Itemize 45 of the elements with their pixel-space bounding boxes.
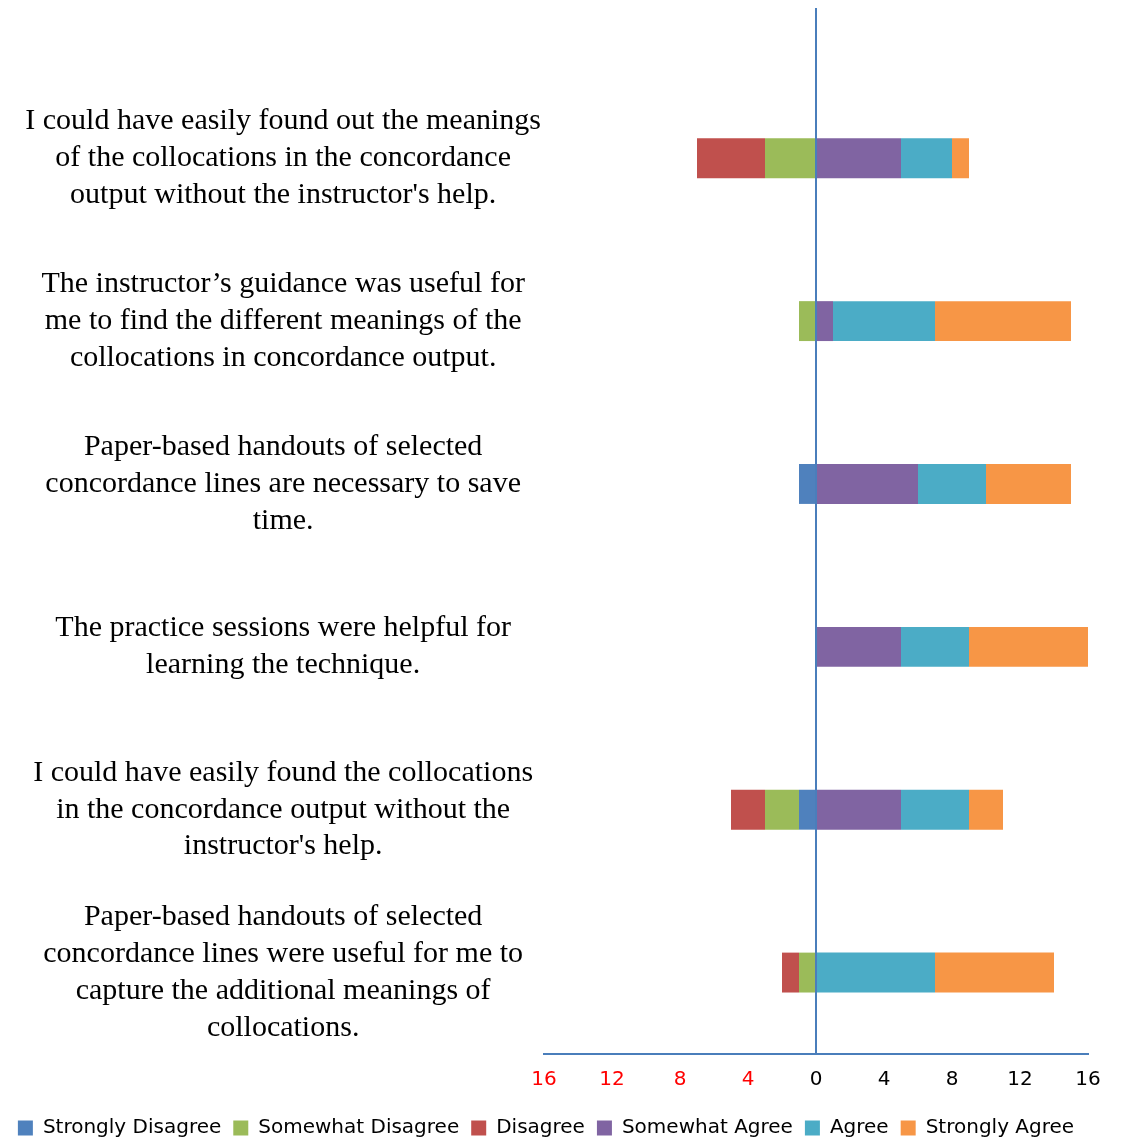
- bar: [986, 464, 1071, 504]
- y-tick-label: I could have easily found out the meanings of the collocations in the concordance output without the instructor's help.: [25, 102, 541, 210]
- x-tick-label: 8: [673, 1066, 687, 1091]
- bar: [816, 138, 901, 179]
- x-tick-label: 16: [1075, 1066, 1101, 1091]
- bar: [901, 626, 969, 667]
- legend-label: Disagree: [496, 1114, 585, 1139]
- bar: [918, 464, 986, 504]
- bar: [816, 626, 901, 667]
- bar: [731, 789, 765, 830]
- x-tick-label: 8: [945, 1066, 959, 1091]
- bar: [969, 789, 1003, 830]
- legend-label: Strongly Disagree: [42, 1114, 222, 1139]
- bar: [901, 789, 969, 830]
- y-tick-label: I could have easily found the collocations in the concordance output without the instructor's help.: [33, 753, 534, 861]
- x-tick-label: 12: [1007, 1066, 1033, 1091]
- x-tick-label: 0: [809, 1066, 823, 1091]
- x-tick-label: 4: [877, 1066, 891, 1091]
- bar: [952, 138, 969, 179]
- bar: [969, 626, 1088, 667]
- bar: [816, 301, 833, 342]
- legend-label: Strongly Agree: [925, 1114, 1075, 1139]
- bar: [765, 789, 799, 830]
- bar: [816, 952, 935, 993]
- legend-label: Agree: [829, 1114, 889, 1139]
- bar: [935, 301, 1071, 342]
- bar: [935, 952, 1054, 993]
- y-tick-label: The practice sessions were helpful for learning the technique.: [55, 609, 511, 680]
- y-tick-label: The instructor’s guidance was useful for me to find the different meanings of the collocations in concordance output.: [41, 265, 525, 372]
- bar: [816, 464, 918, 504]
- y-tick-label: Paper-based handouts of selected concordance lines were useful for me to capture the additional meanings of collocations.: [43, 898, 524, 1042]
- bar: [697, 138, 765, 179]
- bar: [799, 952, 816, 993]
- bar: [901, 138, 952, 179]
- bar: [816, 789, 901, 830]
- legend-label: Somewhat Disagree: [258, 1114, 460, 1139]
- x-tick-label: 4: [741, 1066, 755, 1091]
- bar: [765, 138, 816, 179]
- x-tick-label: 16: [531, 1066, 557, 1091]
- bar: [799, 301, 816, 342]
- bar: [833, 301, 935, 342]
- legend-label: Somewhat Agree: [621, 1114, 793, 1139]
- bar: [782, 952, 799, 993]
- x-tick-label: 12: [599, 1066, 625, 1091]
- y-tick-label: Paper-based handouts of selected concordance lines are necessary to save time.: [45, 427, 521, 535]
